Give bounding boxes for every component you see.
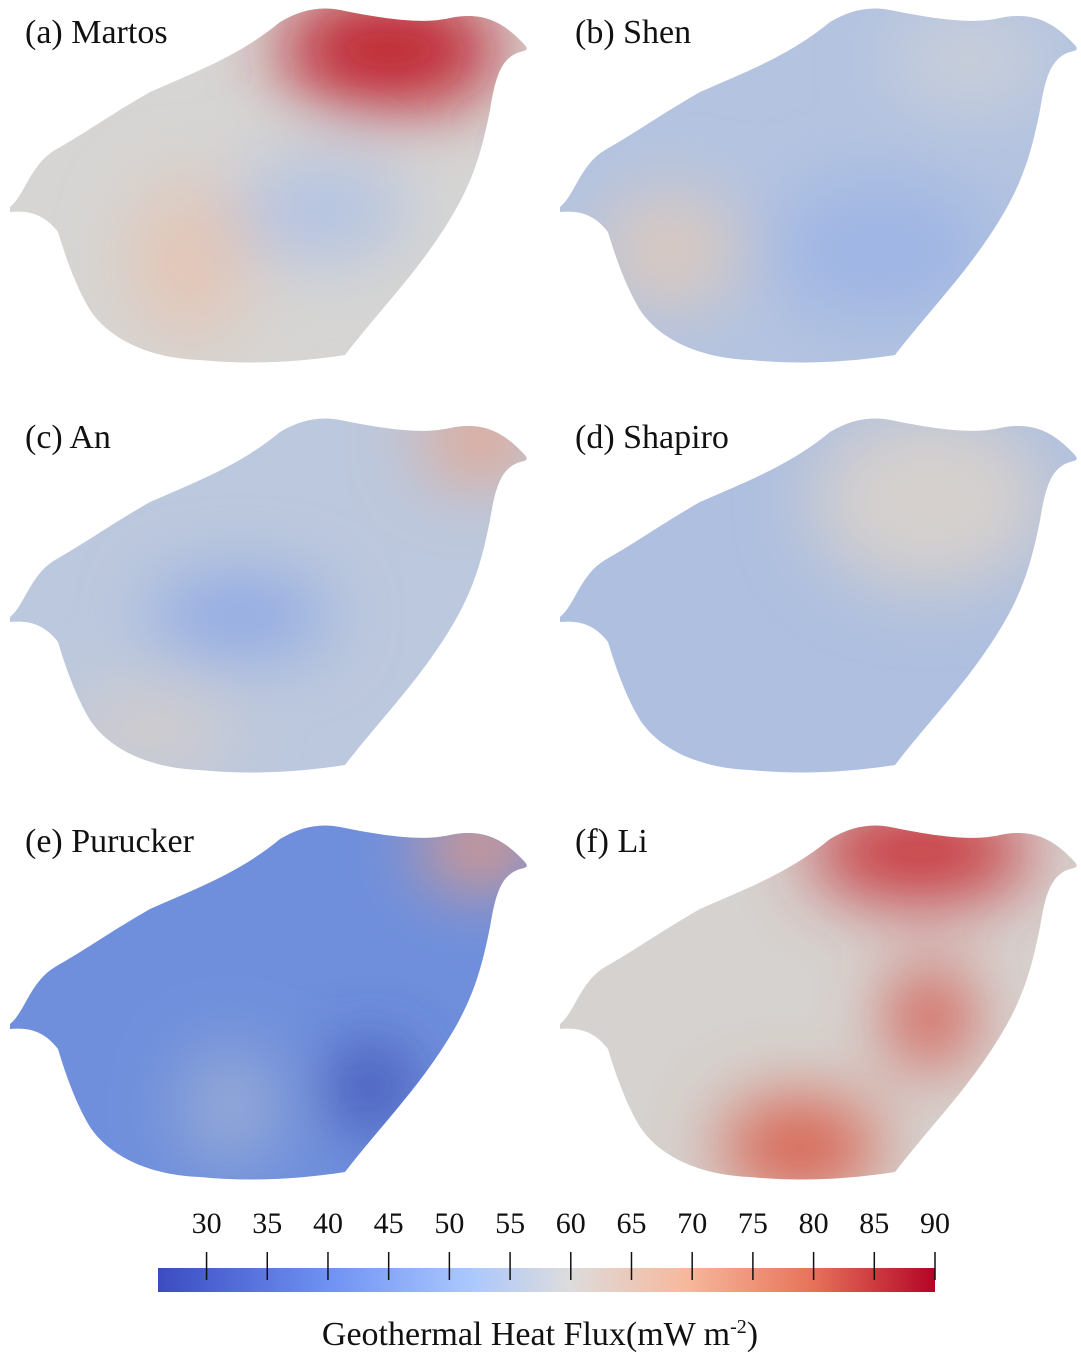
colorbar-tick-label: 45 (374, 1207, 404, 1240)
panel-label: (c) An (25, 419, 111, 456)
map-panel: (a) Martos (0, 0, 540, 380)
map-panel: (b) Shen (550, 0, 1081, 380)
colorbar-label: Geothermal Heat Flux(mW m-2) (322, 1316, 758, 1353)
colorbar-tick-label: 80 (799, 1207, 829, 1240)
panel-label: (f) Li (575, 823, 648, 860)
panel-label: (d) Shapiro (575, 419, 729, 456)
panel-label: (e) Purucker (25, 823, 195, 860)
colorbar-tick-label: 35 (252, 1207, 282, 1240)
colorbar-tick-label: 30 (192, 1207, 222, 1240)
map-panel: (c) An (0, 400, 540, 790)
map-panel: (f) Li (550, 802, 1081, 1197)
colorbar-tick-label: 75 (738, 1207, 768, 1240)
colorbar-tick-label: 40 (313, 1207, 343, 1240)
panel-label: (b) Shen (575, 14, 691, 51)
colorbar-label-end: ) (747, 1316, 758, 1353)
colorbar-tick-label: 50 (434, 1207, 464, 1240)
map-panel: (d) Shapiro (550, 410, 1081, 790)
colorbar-tick-label: 60 (556, 1207, 586, 1240)
colorbar-tick-label: 65 (616, 1207, 646, 1240)
colorbar-tick-label: 70 (677, 1207, 707, 1240)
colorbar-label-text: Geothermal Heat Flux(mW m (322, 1316, 730, 1353)
colorbar-tick-label: 85 (859, 1207, 889, 1240)
colorbar-tick-label: 90 (920, 1207, 950, 1240)
panel-label: (a) Martos (25, 14, 168, 51)
figure: (a) Martos (b) Shen (c) An (d) Shapiro (… (0, 0, 1081, 1355)
colorbar-tick-label: 55 (495, 1207, 525, 1240)
colorbar (158, 1268, 935, 1292)
map-panel: (e) Purucker (0, 807, 540, 1197)
colorbar-label-sup: -2 (730, 1316, 747, 1338)
